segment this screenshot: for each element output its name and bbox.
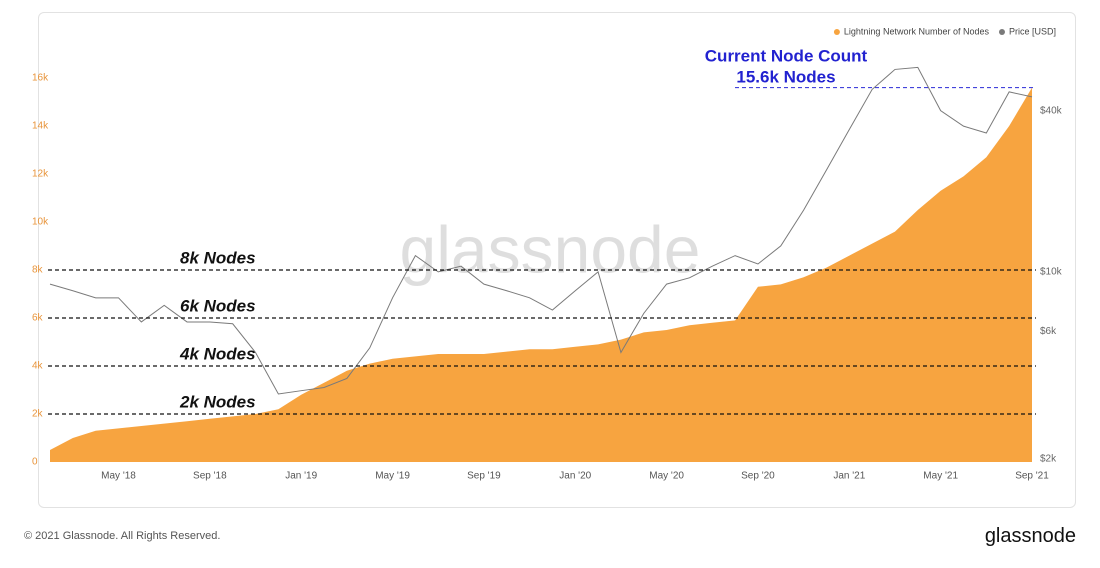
y-tick-label: 6k xyxy=(32,313,44,324)
y-tick-label: 8k xyxy=(32,265,44,276)
current-title: Current Node Count xyxy=(705,46,868,65)
price-line xyxy=(49,66,1033,395)
reference-label: 6k Nodes xyxy=(180,296,256,315)
x-tick-label: May '20 xyxy=(649,471,684,482)
x-tick-label: Jan '19 xyxy=(285,471,317,482)
reference-label: 8k Nodes xyxy=(180,248,256,267)
watermark: glassnode xyxy=(400,212,701,286)
y-tick-label: 2k xyxy=(32,409,44,420)
y2-tick-label: $40k xyxy=(1040,105,1063,116)
y-tick-label: 4k xyxy=(32,361,44,372)
x-tick-label: Sep '21 xyxy=(1015,471,1049,482)
reference-label: 4k Nodes xyxy=(179,344,256,363)
node-count-area xyxy=(50,87,1032,462)
y-tick-label: 12k xyxy=(32,169,49,180)
reference-label: 2k Nodes xyxy=(179,392,256,411)
y-tick-label: 16k xyxy=(32,73,49,84)
current-value: 15.6k Nodes xyxy=(736,67,835,86)
y2-tick-label: $10k xyxy=(1040,267,1063,278)
x-tick-label: May '21 xyxy=(923,471,958,482)
x-tick-label: Jan '20 xyxy=(559,471,591,482)
legend-label: Lightning Network Number of Nodes xyxy=(844,26,990,36)
x-tick-label: Sep '18 xyxy=(193,471,227,482)
x-tick-label: May '19 xyxy=(375,471,410,482)
legend-swatch xyxy=(998,29,1005,35)
legend-label: Price [USD] xyxy=(1009,26,1056,36)
legend-swatch xyxy=(833,29,840,35)
x-tick-label: Jan '21 xyxy=(833,471,865,482)
x-tick-label: Sep '19 xyxy=(467,471,501,482)
y-tick-label: 10k xyxy=(32,217,49,228)
footer: © 2021 Glassnode. All Rights Reserved. xyxy=(24,530,221,542)
brand-logo: glassnode xyxy=(984,525,1076,547)
y2-tick-label: $6k xyxy=(1040,326,1057,337)
y-tick-label: 0 xyxy=(32,457,38,468)
x-tick-label: May '18 xyxy=(101,471,136,482)
y-tick-label: 14k xyxy=(32,121,49,132)
y2-tick-label: $2k xyxy=(1040,454,1057,465)
chart-frame xyxy=(38,12,1076,508)
x-tick-label: Sep '20 xyxy=(741,471,775,482)
